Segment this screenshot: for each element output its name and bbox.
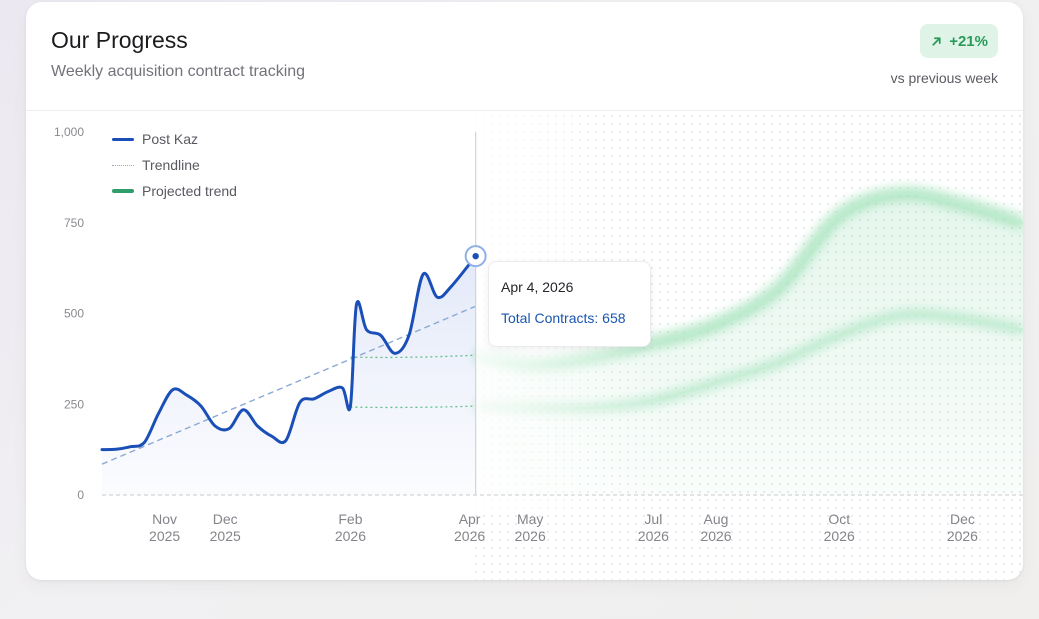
data-point-marker [472, 252, 479, 260]
legend-label: Post Kaz [142, 131, 199, 147]
x-tick-month: Feb [338, 511, 362, 527]
x-tick-month: Aug [704, 511, 729, 527]
arrow-up-right-icon [932, 36, 941, 46]
x-tick-month: Apr [459, 511, 481, 527]
x-tick-month: Jul [644, 511, 662, 527]
series-line-post-kaz [100, 254, 478, 452]
x-tick-year: 2025 [149, 528, 180, 544]
legend-item-projected-trend: Projected trend [112, 181, 237, 201]
x-tick-month: Nov [152, 511, 177, 527]
legend-swatch-green [112, 189, 134, 193]
x-tick-month: May [517, 511, 543, 527]
legend-item-post-kaz: Post Kaz [112, 129, 237, 149]
tooltip-date: Apr 4, 2026 [501, 279, 574, 295]
x-tick-year: 2026 [824, 528, 855, 544]
legend-swatch-dotted [112, 164, 134, 166]
progress-card: Our Progress Weekly acquisition contract… [26, 2, 1023, 580]
x-tick-year: 2026 [454, 528, 485, 544]
y-tick-label: 250 [64, 397, 84, 411]
y-tick-label: 1,000 [54, 125, 84, 139]
change-value: +21% [949, 32, 988, 50]
legend-label: Projected trend [142, 183, 237, 199]
x-tick-year: 2025 [210, 528, 241, 544]
series-area [102, 256, 476, 495]
y-tick-label: 0 [77, 488, 84, 502]
chart-tooltip: Apr 4, 2026 Total Contracts: 658 [488, 261, 651, 347]
chart-legend: Post Kaz Trendline Projected trend [112, 129, 237, 201]
x-tick-month: Oct [828, 511, 850, 527]
header-divider [26, 110, 1023, 111]
x-tick-year: 2026 [515, 528, 546, 544]
x-tick-year: 2026 [335, 528, 366, 544]
card-title: Our Progress [51, 27, 188, 53]
projection-lower-connector [350, 405, 476, 409]
x-tick-year: 2026 [947, 528, 978, 544]
legend-swatch-solid [112, 137, 134, 141]
change-caption: vs previous week [890, 70, 998, 86]
trendline [101, 305, 476, 465]
card-subtitle: Weekly acquisition contract tracking [51, 63, 306, 80]
projection-upper-connector [350, 354, 476, 359]
y-tick-label: 500 [64, 307, 84, 321]
x-tick-month: Dec [950, 511, 975, 527]
x-tick-year: 2026 [700, 528, 731, 544]
legend-label: Trendline [142, 157, 200, 173]
change-badge: +21% [920, 24, 998, 58]
tooltip-value: Total Contracts: 658 [501, 310, 626, 326]
y-tick-label: 750 [64, 216, 84, 230]
x-tick-year: 2026 [638, 528, 669, 544]
legend-item-trendline: Trendline [112, 155, 237, 175]
x-tick-month: Dec [213, 511, 238, 527]
